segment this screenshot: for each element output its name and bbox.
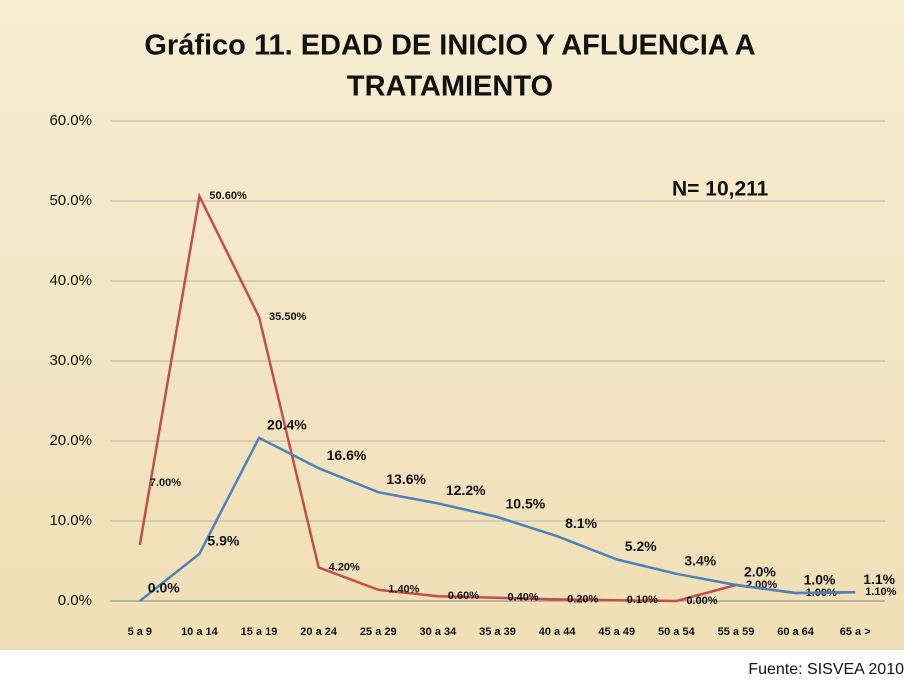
- data-label: 13.6%: [386, 471, 426, 487]
- data-label: 0.10%: [627, 594, 658, 606]
- data-label: 16.6%: [327, 447, 367, 463]
- data-label: 3.4%: [684, 553, 716, 569]
- x-tick-label: 50 a 54: [658, 626, 696, 638]
- chart-title: Gráfico 11. EDAD DE INICIO Y AFLUENCIA A: [144, 30, 755, 62]
- x-tick-label: 35 a 39: [479, 626, 516, 638]
- y-tick-label: 40.0%: [49, 272, 92, 289]
- data-label: 2.0%: [744, 564, 776, 580]
- data-label: 4.20%: [329, 561, 360, 573]
- y-tick-label: 10.0%: [49, 512, 92, 529]
- x-tick-label: 10 a 14: [181, 626, 219, 638]
- data-label: 20.4%: [267, 417, 307, 433]
- data-label: 10.5%: [506, 496, 546, 512]
- x-tick-label: 20 a 24: [300, 626, 338, 638]
- data-label: 1.40%: [388, 584, 419, 596]
- data-label: 50.60%: [209, 190, 247, 202]
- y-tick-label: 30.0%: [49, 352, 92, 369]
- source: Fuente: SISVEA 2010: [748, 661, 904, 678]
- x-tick-label: 40 a 44: [539, 626, 577, 638]
- x-tick-label: 45 a 49: [598, 626, 635, 638]
- data-label: 1.1%: [863, 571, 895, 587]
- x-tick-label: 30 a 34: [420, 626, 458, 638]
- data-label: 8.1%: [565, 515, 597, 531]
- data-label: 5.2%: [625, 538, 657, 554]
- y-tick-label: 50.0%: [49, 192, 92, 209]
- data-label: 0.20%: [567, 593, 598, 605]
- y-tick-label: 20.0%: [49, 432, 92, 449]
- x-tick-label: 60 a 64: [777, 626, 815, 638]
- data-label: 7.00%: [150, 477, 181, 489]
- data-label: 0.60%: [448, 590, 479, 602]
- x-tick-label: 5 a 9: [128, 626, 152, 638]
- y-tick-label: 0.0%: [58, 592, 92, 609]
- x-tick-label: 15 a 19: [241, 626, 278, 638]
- data-label: 5.9%: [207, 533, 239, 549]
- x-tick-label: 55 a 59: [718, 626, 755, 638]
- data-label: 0.40%: [508, 592, 539, 604]
- annotation: N= 10,211: [672, 178, 769, 201]
- data-label: 1.10%: [865, 586, 896, 598]
- data-label: 35.50%: [269, 311, 307, 323]
- y-tick-label: 60.0%: [49, 112, 92, 129]
- data-label: 0.00%: [686, 595, 717, 607]
- data-label: 12.2%: [446, 482, 486, 498]
- data-label: 1.0%: [804, 572, 836, 588]
- x-tick-label: 65 a >: [840, 626, 871, 638]
- background: [0, 0, 904, 650]
- series-line: [139, 436, 856, 602]
- x-tick-label: 25 a 29: [360, 626, 397, 638]
- footer-band: [0, 650, 904, 685]
- chart-title: TRATAMIENTO: [347, 71, 553, 103]
- data-label: 0.0%: [148, 580, 180, 596]
